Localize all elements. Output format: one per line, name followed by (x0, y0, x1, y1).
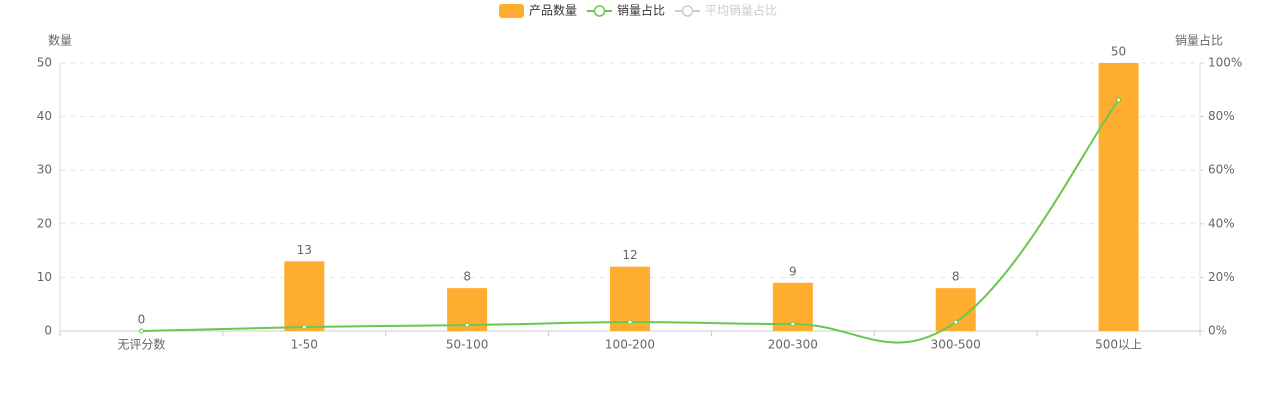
x-tick-label: 1-50 (291, 338, 318, 352)
x-tick-label: 无评分数 (117, 337, 165, 352)
y2-tick-label: 20% (1208, 270, 1235, 284)
line-point (790, 321, 796, 327)
x-tick-label: 200-300 (768, 338, 818, 352)
y-axis-label: 数量 (48, 33, 72, 48)
data-label: 12 (622, 248, 637, 262)
bar (284, 261, 325, 331)
y2-tick-label: 60% (1208, 163, 1235, 177)
x-tick-label: 50-100 (446, 338, 489, 352)
legend-swatch[interactable] (593, 5, 606, 17)
line-point (953, 319, 959, 325)
y2-tick-label: 40% (1208, 216, 1235, 230)
data-label: 8 (952, 270, 960, 284)
y-tick-label: 30 (37, 163, 52, 177)
y2-tick-label: 0% (1208, 324, 1227, 338)
legend-label[interactable]: 产品数量 (529, 3, 577, 18)
y-tick-label: 10 (37, 270, 52, 284)
legend-label[interactable]: 销量占比 (617, 3, 665, 18)
data-label: 50 (1111, 45, 1126, 59)
line-point (1116, 97, 1122, 103)
data-label: 13 (297, 243, 312, 257)
y2-tick-label: 80% (1208, 109, 1235, 123)
x-tick-label: 100-200 (605, 338, 655, 352)
line-point (627, 319, 633, 325)
x-tick-label: 300-500 (931, 338, 981, 352)
data-label: 9 (789, 264, 797, 278)
data-label: 0 (138, 313, 146, 327)
legend-swatch[interactable] (499, 4, 524, 18)
legend-label[interactable]: 平均销量占比 (705, 3, 777, 18)
line-point (464, 322, 470, 328)
legend-swatch[interactable] (681, 5, 694, 17)
x-tick-label: 500以上 (1095, 338, 1142, 352)
bar (1098, 63, 1139, 331)
line-point (138, 328, 144, 334)
line-point (301, 324, 307, 330)
y2-tick-label: 100% (1208, 56, 1242, 70)
y2-axis-label: 销量占比 (1175, 33, 1223, 48)
y-tick-label: 40 (37, 109, 52, 123)
y-tick-label: 20 (37, 216, 52, 230)
data-label: 8 (463, 270, 471, 284)
y-tick-label: 0 (44, 324, 52, 338)
y-tick-label: 50 (37, 56, 52, 70)
